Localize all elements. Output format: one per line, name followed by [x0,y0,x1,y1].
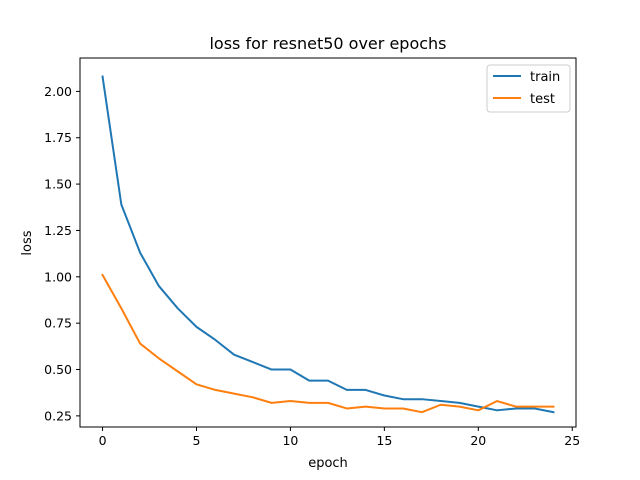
legend-label-test: test [530,92,555,107]
legend: train test [486,64,571,113]
x-tick-label: 5 [193,433,201,448]
y-tick-label: 0.25 [44,408,72,423]
y-tick-label: 1.00 [44,269,72,284]
y-tick-label: 1.75 [44,130,72,145]
x-tick-label: 25 [564,433,580,448]
y-tick-label: 1.25 [44,223,72,238]
y-tick-label: 2.00 [44,84,72,99]
y-axis-label: loss [20,230,35,255]
y-tick-label: 0.50 [44,362,72,377]
x-tick-label: 15 [376,433,392,448]
x-tick-label: 20 [470,433,486,448]
x-tick-label: 10 [282,433,298,448]
chart-title: loss for resnet50 over epochs [209,34,446,53]
series-line-train [101,75,555,414]
legend-label-train: train [530,70,560,85]
x-tick-label: 0 [99,433,107,448]
plot-frame [79,57,577,428]
y-tick-label: 0.75 [44,316,72,331]
x-axis-label: epoch [308,456,348,471]
series-line-test [101,273,555,414]
y-tick-label: 1.50 [44,177,72,192]
